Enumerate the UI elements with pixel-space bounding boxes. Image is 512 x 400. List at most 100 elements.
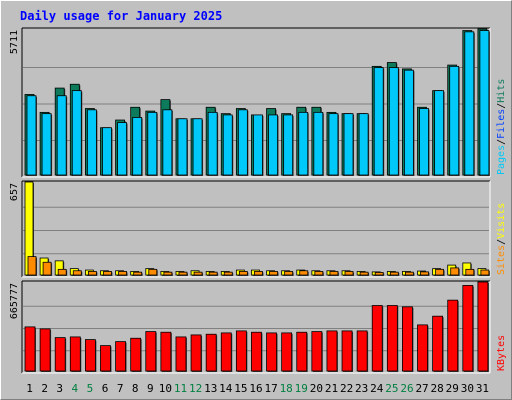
legend-entry: Hits — [496, 79, 507, 103]
kbytes-bar — [402, 306, 413, 372]
files-bar — [343, 113, 354, 176]
x-tick-label: 9 — [147, 382, 154, 395]
x-tick-label: 29 — [446, 382, 459, 395]
sites-bar — [57, 268, 67, 276]
x-tick-label: 1 — [26, 382, 33, 395]
legend-entry: Pages — [496, 145, 507, 175]
sites-bar — [163, 271, 173, 276]
files-bar — [192, 118, 203, 176]
x-tick-label: 18 — [280, 382, 293, 395]
x-tick-label: 30 — [461, 382, 474, 395]
kbytes-bar — [386, 305, 398, 372]
files-bar — [86, 109, 97, 176]
sites-bar — [269, 271, 278, 276]
x-tick-label: 7 — [117, 382, 124, 395]
x-tick-label: 14 — [219, 382, 233, 395]
kbytes-bar — [371, 305, 383, 372]
files-bar — [449, 65, 460, 176]
sites-bar — [178, 271, 188, 276]
kbytes-bar — [341, 330, 353, 372]
legend-entry: / — [496, 239, 507, 245]
kbytes-bar — [39, 328, 51, 372]
sites-bar — [193, 271, 203, 276]
legend-entry: / — [496, 139, 507, 145]
kbytes-bar — [190, 334, 202, 372]
kbytes-bar — [296, 331, 308, 372]
legend-entry: / — [496, 103, 507, 109]
sites-bar — [314, 271, 324, 276]
sites-bar — [465, 268, 475, 276]
hits-panel-legend: Pages/Files/Hits — [496, 79, 507, 175]
kbytes-bar — [84, 339, 96, 372]
legend-entry: Sites — [496, 245, 507, 275]
kbytes-bar — [326, 330, 338, 372]
legend-entry: Visits — [496, 203, 507, 239]
x-tick-label: 26 — [400, 382, 413, 395]
files-bar — [71, 90, 82, 176]
files-bar — [26, 95, 37, 176]
sites-bar — [435, 268, 445, 276]
files-bar — [358, 113, 369, 176]
x-tick-label: 3 — [56, 382, 63, 395]
files-bar — [419, 108, 429, 176]
kbytes-bar — [266, 332, 277, 372]
files-bar — [464, 31, 475, 176]
kbytes-bar — [462, 285, 474, 372]
chart-title: Daily usage for January 2025 — [20, 9, 222, 23]
sites-bar — [284, 271, 294, 276]
kbytes-bar — [100, 345, 111, 372]
files-bar — [162, 109, 173, 176]
kbytes-panel-legend: KBytes — [496, 335, 507, 371]
kbytes-bar — [145, 331, 157, 372]
files-bar — [102, 127, 112, 176]
x-tick-label: 13 — [204, 382, 217, 395]
x-tick-label: 2 — [41, 382, 48, 395]
sites-bar — [405, 271, 414, 276]
files-bar — [41, 113, 52, 176]
files-bar — [177, 118, 188, 176]
files-bar — [479, 30, 490, 176]
sites-bar — [42, 261, 52, 276]
sites-bar — [450, 267, 460, 276]
kbytes-bar — [220, 332, 232, 372]
x-tick-label: 6 — [102, 382, 109, 395]
kbytes-bar — [432, 315, 444, 372]
files-bar — [328, 113, 339, 176]
hits-panel-ymax-label: 5711 — [9, 30, 20, 54]
x-tick-label: 8 — [132, 382, 139, 395]
sites-bar — [480, 269, 490, 276]
x-tick-label: 17 — [264, 382, 277, 395]
sites-bar — [208, 271, 218, 276]
kbytes-bar — [69, 336, 81, 372]
x-tick-label: 25 — [385, 382, 398, 395]
visits-panel-legend: Sites/Visits — [496, 203, 507, 275]
x-tick-label: 16 — [249, 382, 262, 395]
files-bar — [222, 114, 233, 176]
sites-bar — [87, 271, 97, 276]
x-tick-label: 4 — [72, 382, 79, 395]
sites-bar — [374, 272, 384, 276]
files-bar — [117, 122, 127, 176]
kbytes-bar — [24, 326, 36, 372]
files-bar — [313, 111, 324, 176]
kbytes-bar — [356, 330, 368, 372]
files-bar — [253, 114, 263, 176]
x-tick-label: 20 — [310, 382, 323, 395]
files-bar — [404, 69, 414, 176]
files-bar — [207, 111, 218, 176]
kbytes-panel-ymax-label: 665777 — [9, 283, 20, 319]
x-tick-label: 27 — [415, 382, 428, 395]
visits-panel-ymax-label: 657 — [9, 183, 20, 201]
sites-bar — [420, 271, 429, 276]
kbytes-bar — [54, 337, 66, 372]
legend-entry: Files — [496, 109, 507, 139]
files-bar — [283, 114, 294, 176]
x-tick-label: 15 — [234, 382, 247, 395]
sites-bar — [27, 256, 37, 276]
sites-bar — [254, 271, 263, 276]
files-bar — [298, 111, 309, 176]
files-bar — [388, 67, 399, 176]
x-tick-label: 28 — [431, 382, 444, 395]
files-bar — [373, 67, 384, 176]
